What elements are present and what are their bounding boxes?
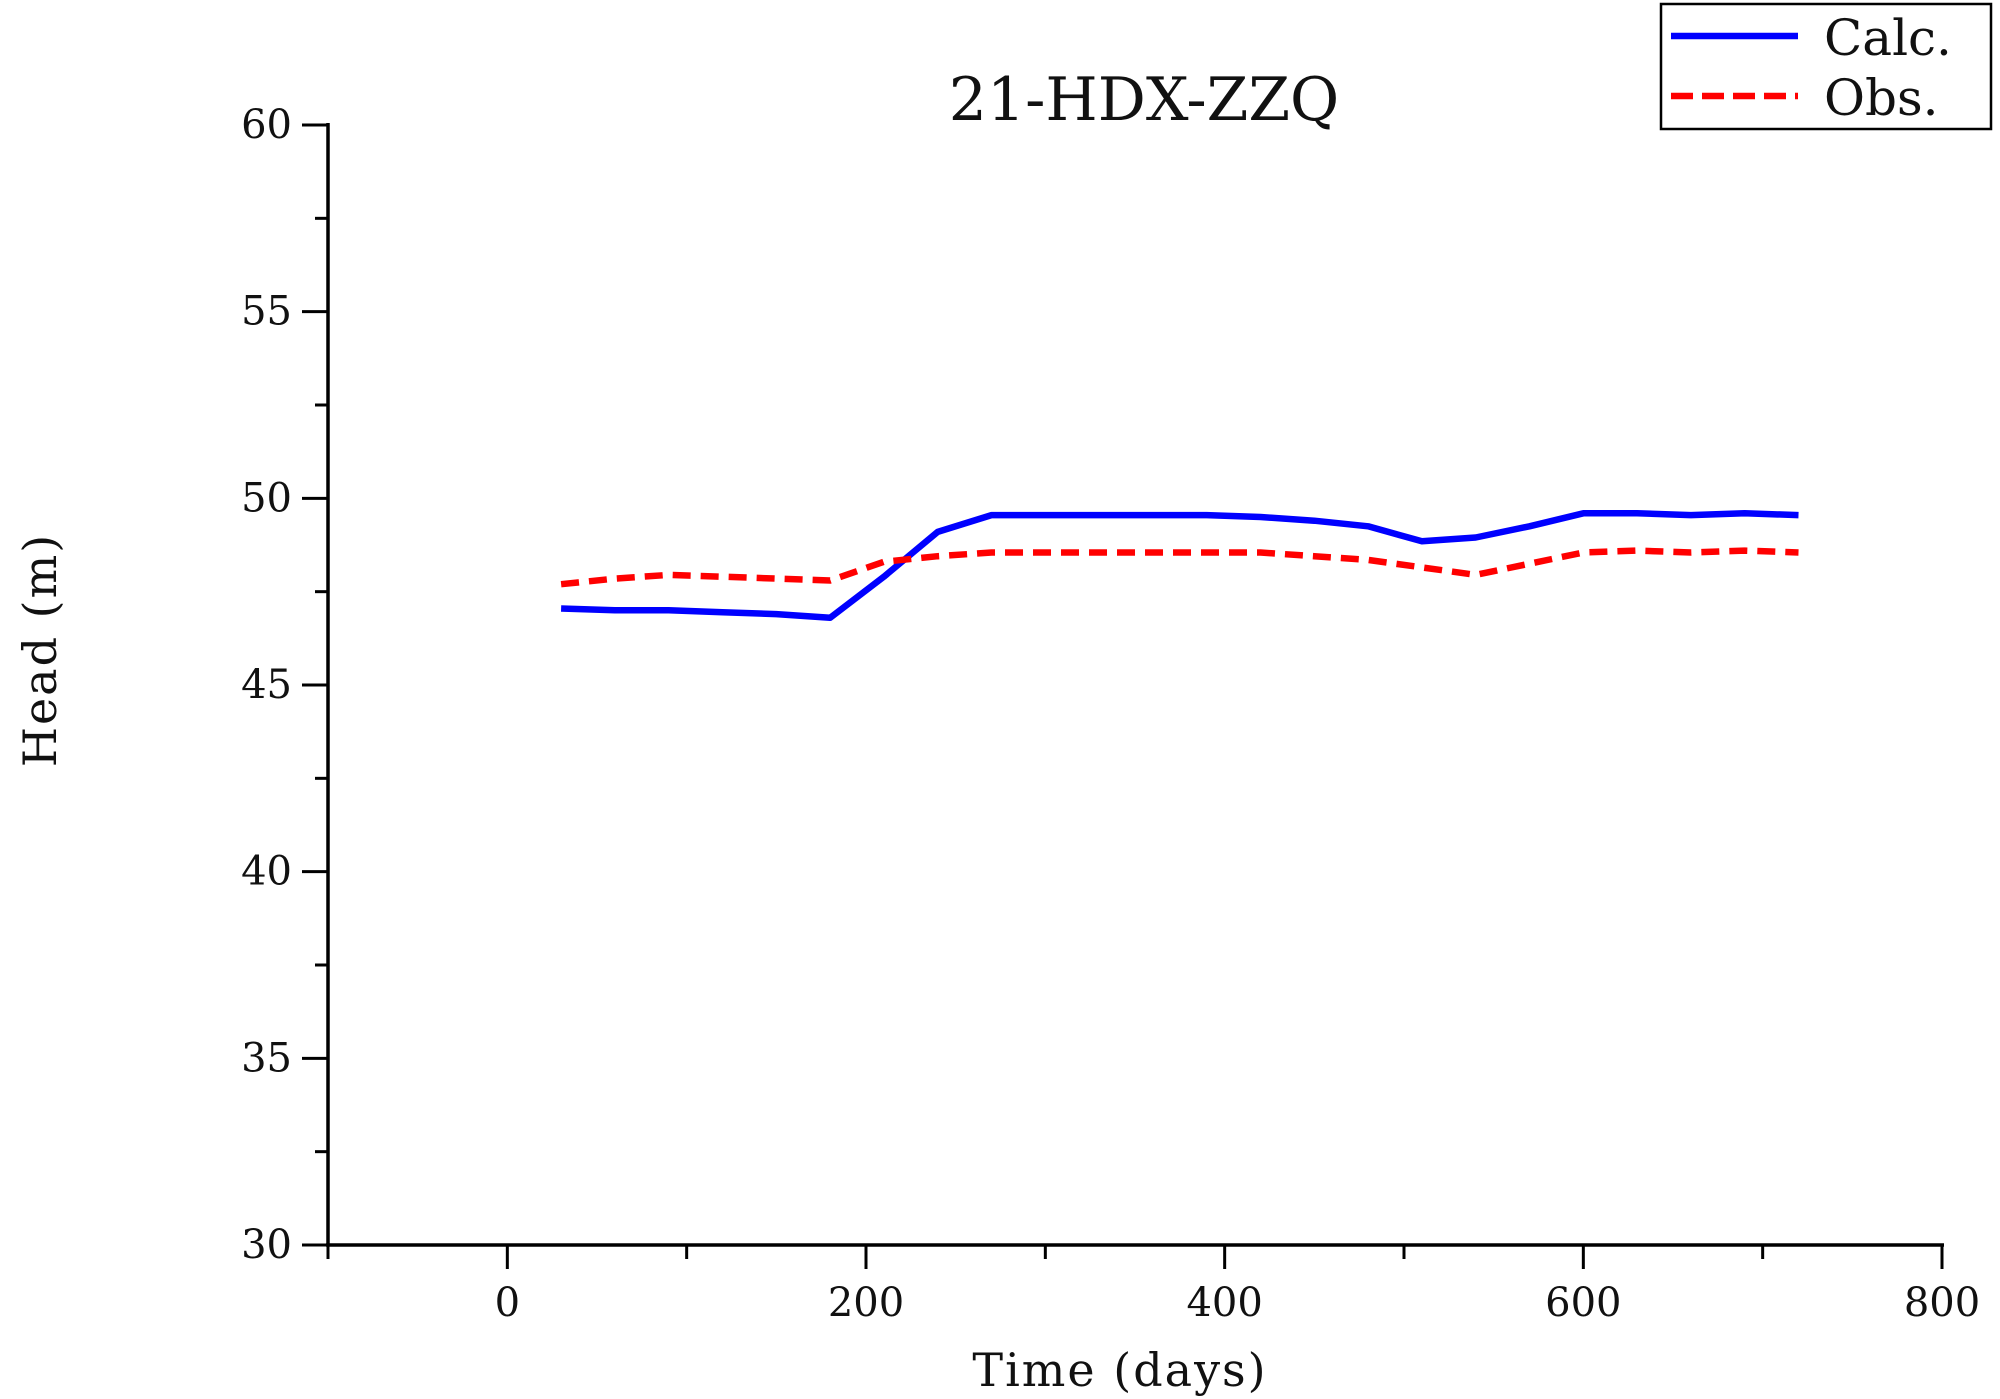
data-point-obs [935, 553, 941, 559]
data-point-obs [1258, 550, 1264, 556]
data-point-calc [1096, 512, 1102, 518]
x-axis-title: Time (days) [972, 1343, 1267, 1397]
data-point-calc [1365, 523, 1371, 529]
x-tick-label: 0 [495, 1280, 520, 1326]
data-point-obs [720, 574, 726, 580]
data-point-calc [827, 615, 833, 621]
data-point-calc [881, 574, 887, 580]
x-tick-label: 400 [1186, 1280, 1262, 1326]
y-tick-label: 40 [241, 849, 292, 895]
data-point-calc [1796, 512, 1802, 518]
data-point-calc [773, 611, 779, 617]
legend-box [1659, 2, 1993, 131]
y-tick-label: 30 [241, 1222, 292, 1268]
data-point-obs [1688, 550, 1694, 556]
data-point-calc [935, 529, 941, 535]
data-point-calc [1527, 523, 1533, 529]
data-point-calc [1580, 510, 1586, 516]
data-point-obs [666, 572, 672, 578]
axes [326, 123, 1944, 1247]
data-point-obs [827, 578, 833, 584]
legend-label-obs: Obs. [1824, 69, 1939, 127]
data-point-obs [1473, 572, 1479, 578]
data-point-obs [1527, 561, 1533, 567]
data-point-calc [1419, 538, 1425, 544]
legend: Calc. Obs. [1659, 2, 1993, 131]
data-point-calc [1204, 512, 1210, 518]
y-tick-label: 55 [241, 289, 292, 335]
data-point-obs [881, 559, 887, 565]
data-point-obs [558, 581, 564, 587]
data-point-calc [1150, 512, 1156, 518]
data-point-calc [720, 609, 726, 615]
data-point-obs [1150, 550, 1156, 556]
y-tick-label: 45 [241, 662, 292, 708]
data-point-calc [1742, 510, 1748, 516]
data-point-calc [1634, 510, 1640, 516]
x-tick-label: 800 [1904, 1280, 1980, 1326]
data-point-obs [1311, 553, 1317, 559]
data-point-calc [666, 607, 672, 613]
data-point-obs [1419, 564, 1425, 570]
data-point-obs [1796, 550, 1802, 556]
data-point-obs [1580, 550, 1586, 556]
legend-label-calc: Calc. [1824, 9, 1952, 67]
data-point-obs [1365, 557, 1371, 563]
series-line-calc [560, 510, 1799, 622]
data-point-obs [989, 550, 995, 556]
data-point-obs [773, 576, 779, 582]
y-tick-label: 35 [241, 1035, 292, 1081]
data-point-obs [1204, 550, 1210, 556]
data-point-calc [1042, 512, 1048, 518]
chart-title: 21-HDX-ZZQ [949, 65, 1339, 135]
data-point-obs [1096, 550, 1102, 556]
data-point-calc [558, 606, 564, 612]
y-tick-label: 50 [241, 475, 292, 521]
data-point-calc [1311, 518, 1317, 524]
data-point-calc [1473, 535, 1479, 541]
plot-area [558, 510, 1802, 622]
data-point-calc [612, 607, 618, 613]
series-line-obs [560, 547, 1799, 588]
data-point-obs [1742, 548, 1748, 554]
x-tick-label: 600 [1545, 1280, 1621, 1326]
data-point-calc [1688, 512, 1694, 518]
data-point-calc [1258, 514, 1264, 520]
data-point-obs [1042, 550, 1048, 556]
data-point-calc [989, 512, 995, 518]
data-point-obs [612, 576, 618, 582]
data-point-obs [1634, 548, 1640, 554]
y-tick-label: 60 [241, 102, 292, 148]
x-tick-label: 200 [828, 1280, 904, 1326]
y-axis-title: Head (m) [13, 533, 67, 767]
